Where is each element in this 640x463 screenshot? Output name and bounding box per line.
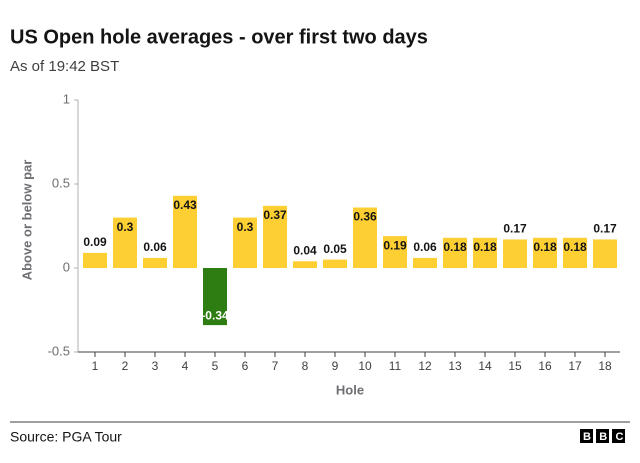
chart-subtitle: As of 19:42 BST bbox=[10, 58, 119, 75]
bar bbox=[413, 257, 437, 268]
bar bbox=[263, 205, 287, 268]
x-tick-label: 7 bbox=[272, 359, 279, 373]
bar bbox=[203, 268, 227, 326]
bar bbox=[173, 195, 197, 268]
y-tick-label: -0.5 bbox=[48, 343, 70, 358]
data-label: 0.3 bbox=[237, 220, 254, 234]
data-label: 0.3 bbox=[117, 220, 134, 234]
x-tick-label: 12 bbox=[418, 359, 432, 373]
x-tick-label: 3 bbox=[152, 359, 159, 373]
x-tick-label: 6 bbox=[242, 359, 249, 373]
x-tick-label: 8 bbox=[302, 359, 309, 373]
logo-text: BBC bbox=[583, 431, 632, 443]
logo: BBC bbox=[580, 429, 632, 443]
bar bbox=[113, 217, 137, 268]
x-tick-label: 2 bbox=[122, 359, 129, 373]
data-label: 0.05 bbox=[323, 242, 347, 256]
data-label: -0.34 bbox=[201, 308, 229, 322]
y-tick-label: 0 bbox=[63, 259, 70, 274]
data-label: 0.19 bbox=[383, 238, 407, 252]
y-axis-label: Above or below par bbox=[19, 160, 34, 281]
data-label: 0.18 bbox=[473, 240, 497, 254]
x-tick-label: 16 bbox=[538, 359, 552, 373]
data-label: 0.18 bbox=[443, 240, 467, 254]
x-tick-label: 5 bbox=[212, 359, 219, 373]
bar bbox=[593, 239, 617, 268]
bar bbox=[383, 236, 407, 268]
bar bbox=[563, 237, 587, 268]
source: Source: PGA Tour bbox=[10, 429, 122, 445]
logo-box bbox=[580, 429, 593, 443]
data-label: 0.17 bbox=[593, 222, 617, 236]
bar bbox=[323, 259, 347, 268]
logo-box bbox=[596, 429, 609, 443]
x-tick-label: 14 bbox=[478, 359, 492, 373]
data-label: 0.36 bbox=[353, 210, 377, 224]
x-tick-label: 13 bbox=[448, 359, 462, 373]
chart-title: US Open hole averages - over first two d… bbox=[10, 26, 428, 48]
x-tick-label: 11 bbox=[389, 359, 402, 373]
bar bbox=[143, 257, 167, 268]
data-label: 0.09 bbox=[83, 235, 107, 249]
x-tick-label: 4 bbox=[182, 359, 189, 373]
data-label: 0.18 bbox=[533, 240, 557, 254]
x-axis-label: Hole bbox=[336, 382, 364, 397]
data-label: 0.18 bbox=[563, 240, 587, 254]
logo-box bbox=[612, 429, 625, 443]
x-tick-label: 10 bbox=[358, 359, 372, 373]
x-tick-label: 18 bbox=[598, 359, 612, 373]
bar bbox=[473, 237, 497, 268]
data-label: 0.43 bbox=[173, 198, 197, 212]
data-label: 0.04 bbox=[293, 243, 317, 257]
y-tick-label: 0.5 bbox=[52, 175, 70, 190]
x-tick-label: 17 bbox=[568, 359, 582, 373]
data-label: 0.17 bbox=[503, 222, 527, 236]
bar bbox=[233, 217, 257, 268]
data-label: 0.06 bbox=[143, 240, 167, 254]
bar bbox=[503, 239, 527, 268]
x-tick-label: 15 bbox=[508, 359, 522, 373]
data-label: 0.06 bbox=[413, 240, 437, 254]
bar bbox=[293, 261, 317, 268]
bar bbox=[353, 207, 377, 268]
y-tick-label: 1 bbox=[63, 91, 70, 106]
bar bbox=[443, 237, 467, 268]
bar bbox=[533, 237, 557, 268]
data-label: 0.37 bbox=[263, 208, 287, 222]
bar bbox=[83, 252, 107, 268]
x-tick-label: 9 bbox=[332, 359, 339, 373]
x-tick-label: 1 bbox=[92, 359, 99, 373]
